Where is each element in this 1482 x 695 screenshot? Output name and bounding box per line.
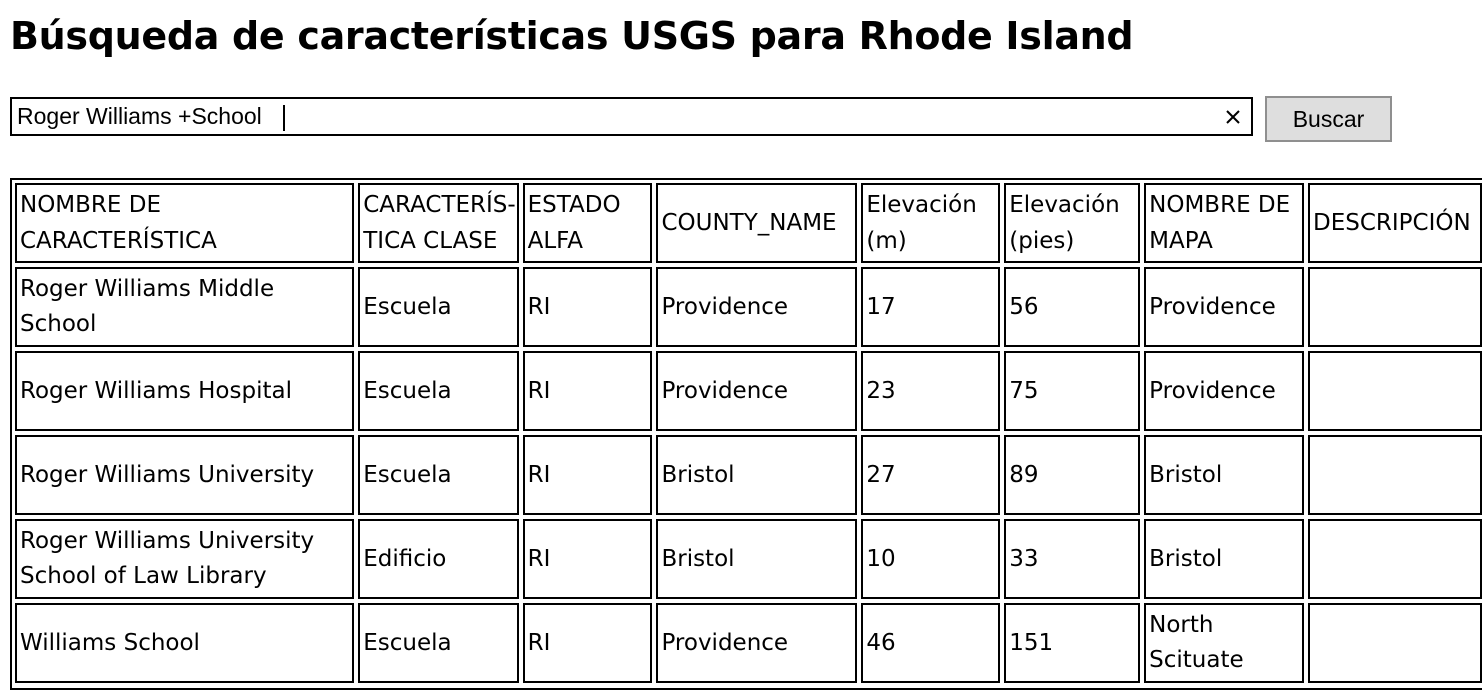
search-input[interactable] (17, 101, 1207, 132)
column-header-county-name: COUNTY_NAME (656, 183, 858, 263)
table-row: Williams School Escuela RI Providence 46… (15, 603, 1482, 683)
cell-description (1308, 603, 1482, 683)
cell-elevation-ft: 89 (1004, 435, 1141, 515)
table-row: Roger Williams University Escuela RI Bri… (15, 435, 1482, 515)
column-header-state-alpha: ESTADO ALFA (522, 183, 653, 263)
column-header-description: DESCRIPCIÓN (1308, 183, 1482, 263)
results-table-container: NOMBRE DE CARACTERÍSTICA CARACTERÍS-TICA… (10, 178, 1482, 690)
close-icon[interactable] (1223, 107, 1243, 127)
cell-state-alpha: RI (522, 267, 653, 347)
cell-county-name: Providence (656, 603, 858, 683)
page-title: Búsqueda de características USGS para Rh… (10, 14, 1134, 58)
search-button[interactable]: Buscar (1265, 96, 1392, 142)
table-row: Roger Williams Hospital Escuela RI Provi… (15, 351, 1482, 431)
column-header-feature-name: NOMBRE DE CARACTERÍSTICA (15, 183, 355, 263)
cell-elevation-m: 10 (861, 519, 1001, 599)
cell-feature-name: Roger Williams Hospital (15, 351, 355, 431)
column-header-feature-class: CARACTERÍS-TICA CLASE (358, 183, 519, 263)
cell-map-name: Bristol (1144, 519, 1305, 599)
cell-county-name: Bristol (656, 519, 858, 599)
cell-feature-name: Roger Williams University (15, 435, 355, 515)
cell-elevation-m: 27 (861, 435, 1001, 515)
cell-county-name: Providence (656, 351, 858, 431)
cell-feature-name: Williams School (15, 603, 355, 683)
cell-elevation-ft: 151 (1004, 603, 1141, 683)
cell-feature-class: Escuela (358, 603, 519, 683)
cell-state-alpha: RI (522, 435, 653, 515)
search-box[interactable] (10, 97, 1253, 136)
cell-elevation-ft: 56 (1004, 267, 1141, 347)
cell-elevation-ft: 33 (1004, 519, 1141, 599)
cell-feature-class: Escuela (358, 435, 519, 515)
cell-elevation-m: 17 (861, 267, 1001, 347)
cell-feature-class: Escuela (358, 351, 519, 431)
cell-elevation-ft: 75 (1004, 351, 1141, 431)
cell-map-name: North Scituate (1144, 603, 1305, 683)
cell-description (1308, 267, 1482, 347)
column-header-elevation-m: Elevación (m) (861, 183, 1001, 263)
cell-map-name: Providence (1144, 351, 1305, 431)
cell-county-name: Bristol (656, 435, 858, 515)
table-row: Roger Williams University School of Law … (15, 519, 1482, 599)
cell-description (1308, 519, 1482, 599)
cell-elevation-m: 23 (861, 351, 1001, 431)
cell-description (1308, 435, 1482, 515)
cell-state-alpha: RI (522, 603, 653, 683)
cell-map-name: Bristol (1144, 435, 1305, 515)
column-header-elevation-ft: Elevación (pies) (1004, 183, 1141, 263)
cell-feature-name: Roger Williams Middle School (15, 267, 355, 347)
cell-state-alpha: RI (522, 351, 653, 431)
cell-state-alpha: RI (522, 519, 653, 599)
cell-map-name: Providence (1144, 267, 1305, 347)
text-caret (283, 105, 285, 131)
cell-feature-name: Roger Williams University School of Law … (15, 519, 355, 599)
cell-description (1308, 351, 1482, 431)
results-table: NOMBRE DE CARACTERÍSTICA CARACTERÍS-TICA… (12, 180, 1482, 687)
cell-feature-class: Escuela (358, 267, 519, 347)
column-header-map-name: NOMBRE DE MAPA (1144, 183, 1305, 263)
table-row: Roger Williams Middle School Escuela RI … (15, 267, 1482, 347)
cell-county-name: Providence (656, 267, 858, 347)
cell-feature-class: Edificio (358, 519, 519, 599)
cell-elevation-m: 46 (861, 603, 1001, 683)
table-header-row: NOMBRE DE CARACTERÍSTICA CARACTERÍS-TICA… (15, 183, 1482, 263)
